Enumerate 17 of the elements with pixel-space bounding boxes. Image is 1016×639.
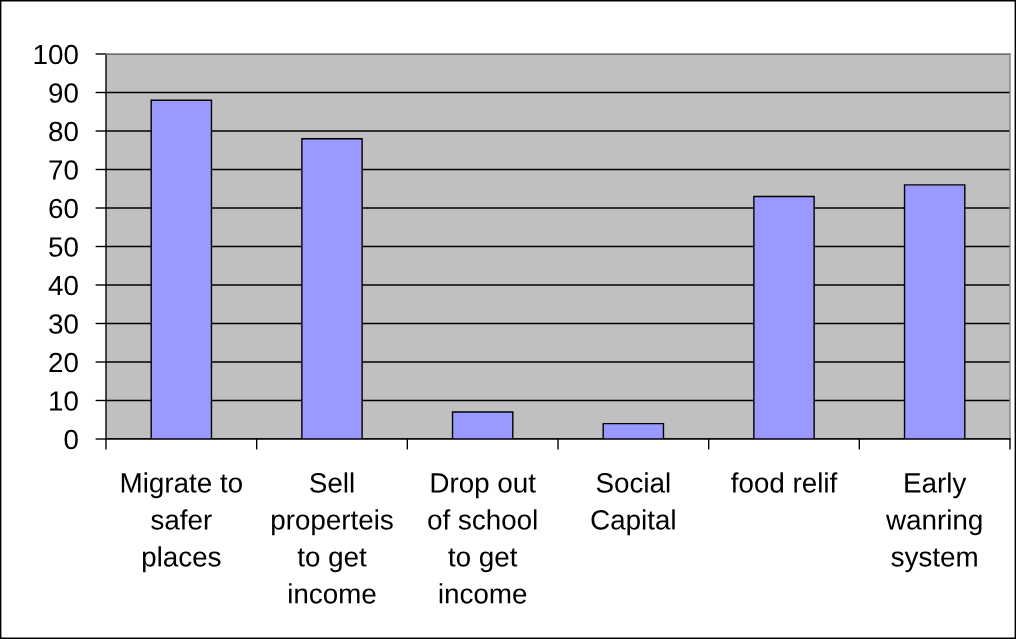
y-tick-label: 30 — [49, 314, 78, 334]
y-tick-label: 0 — [64, 429, 78, 450]
x-tick-label: Migrate to safer places — [121, 472, 242, 573]
y-tick-label: 50 — [49, 237, 78, 257]
x-tick-label: Sell properteis to get income — [272, 472, 393, 604]
y-tick-label: 90 — [49, 83, 78, 103]
y-tick-label: 40 — [48, 275, 78, 296]
y-tick-label: 60 — [49, 198, 78, 219]
x-tick-label: food relif — [731, 472, 838, 493]
y-tick-label: 100 — [34, 44, 78, 65]
x-tick-label: Social Capital — [591, 472, 675, 536]
y-tick-label: 70 — [49, 160, 78, 180]
y-tick-label: 20 — [49, 352, 78, 373]
x-tick-label: Drop out of school to get income — [428, 473, 537, 604]
x-tick-label: Early wanring system — [885, 472, 982, 573]
y-tick-label: 80 — [49, 121, 78, 142]
y-tick-label: 10 — [50, 391, 78, 411]
